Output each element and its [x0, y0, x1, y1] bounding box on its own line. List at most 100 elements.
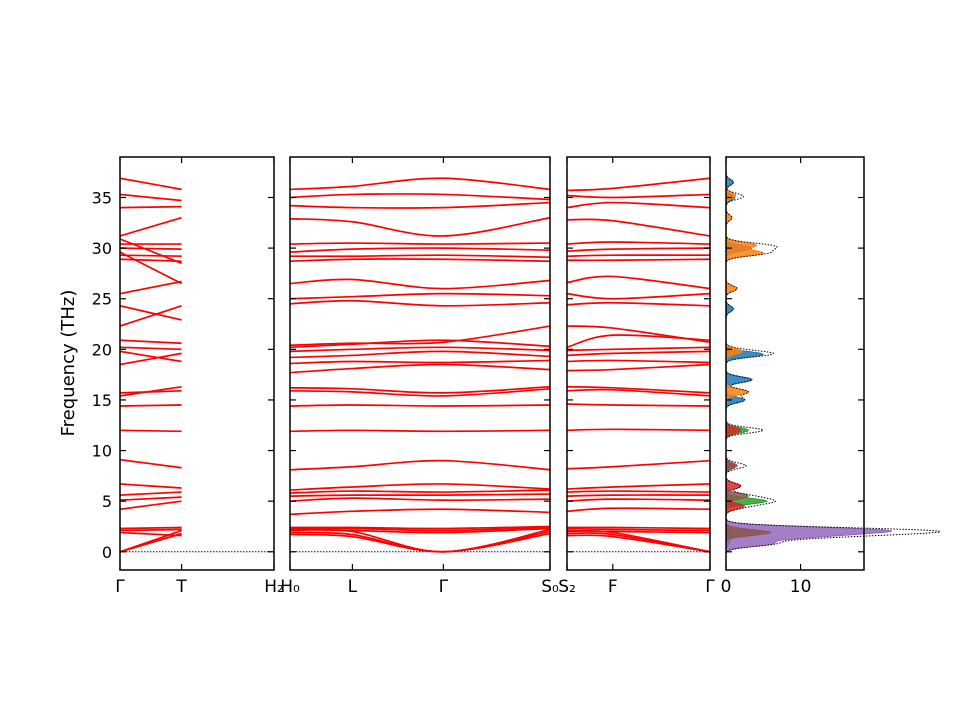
band-9 — [119, 491, 182, 496]
band-20 — [289, 346, 551, 353]
band-17 — [289, 363, 551, 374]
band-4 — [566, 529, 711, 534]
band-8 — [119, 496, 182, 501]
band-31 — [119, 193, 182, 202]
band-19 — [566, 350, 711, 357]
band-32 — [566, 193, 711, 199]
band-18 — [289, 359, 551, 365]
band-9 — [566, 494, 711, 497]
band-6 — [566, 526, 711, 530]
band-13 — [119, 404, 182, 407]
band-18 — [566, 359, 711, 364]
band-19 — [289, 350, 551, 359]
band-26 — [566, 258, 711, 262]
band-17 — [566, 363, 711, 372]
band-11 — [289, 483, 551, 491]
band-16 — [289, 385, 551, 394]
panel-h0-l-gamma-s0: H₀ L Γ S₀ — [280, 156, 559, 597]
band-15 — [289, 387, 551, 397]
band-8 — [566, 498, 711, 503]
band-14 — [566, 403, 711, 407]
panel-s2-f-gamma: S₂ F Γ — [558, 156, 715, 597]
x-tick-label: F — [608, 577, 618, 597]
band-22 — [289, 325, 551, 347]
dos-x-tick-label: 10 — [790, 577, 812, 597]
band-26 — [289, 258, 551, 263]
panel-dos: 0 10 — [721, 156, 942, 597]
band-14 — [289, 404, 551, 407]
band-30 — [289, 216, 551, 237]
x-tick-label: H₂ — [264, 577, 284, 597]
y-axis-label: Frequency (THz) — [58, 290, 79, 437]
band-3 — [119, 529, 182, 553]
band-20 — [119, 304, 182, 327]
band-28 — [289, 247, 551, 253]
band-12 — [566, 459, 711, 470]
band-12 — [119, 429, 182, 433]
panel-gamma-t-h2-frame — [119, 156, 275, 571]
band-23 — [289, 299, 551, 307]
band-5 — [566, 527, 711, 532]
band-13 — [289, 429, 551, 433]
band-21 — [119, 304, 182, 321]
band-23 — [566, 301, 711, 307]
band-33 — [566, 177, 711, 192]
band-19 — [119, 339, 182, 345]
band-16 — [566, 385, 711, 394]
x-tick-label: Γ — [439, 577, 449, 597]
band-29 — [119, 216, 182, 237]
band-5 — [119, 528, 182, 532]
x-tick-label: S₂ — [558, 577, 576, 597]
dos-x-tick-label: 0 — [721, 577, 732, 597]
x-tick-label: H₀ — [280, 577, 300, 597]
y-tick-label: 10 — [92, 442, 112, 461]
band-24 — [289, 292, 551, 300]
band-6 — [289, 525, 551, 530]
band-7 — [566, 507, 711, 513]
band-4 — [119, 531, 182, 537]
band-24 — [119, 254, 182, 258]
x-tick-label: Γ — [115, 577, 125, 597]
band-4 — [289, 527, 551, 534]
band-17 — [119, 350, 182, 363]
band-7 — [289, 508, 551, 516]
band-25 — [289, 278, 551, 290]
y-tick-label: 20 — [92, 340, 112, 359]
panel-dos-frame — [725, 156, 865, 571]
band-10 — [289, 489, 551, 494]
band-5 — [289, 526, 551, 532]
band-8 — [289, 497, 551, 503]
band-31 — [566, 201, 711, 209]
band-25 — [119, 251, 182, 285]
band-21 — [289, 339, 551, 349]
x-tick-label: S₀ — [541, 577, 559, 597]
band-25 — [566, 275, 711, 290]
band-13 — [566, 428, 711, 432]
band-26 — [119, 247, 182, 250]
band-16 — [119, 352, 182, 366]
band-27 — [289, 254, 551, 259]
x-tick-label: Γ — [705, 577, 715, 597]
band-29 — [566, 241, 711, 245]
y-tick-label: 0 — [102, 543, 112, 562]
band-18 — [119, 346, 182, 351]
band-20 — [566, 346, 711, 352]
y-tick-label: 25 — [92, 290, 112, 309]
band-32 — [119, 177, 182, 191]
band-32 — [289, 193, 551, 201]
band-21 — [566, 334, 711, 349]
band-6 — [119, 526, 182, 530]
band-27 — [566, 254, 711, 258]
dos-projected-5 — [725, 157, 893, 570]
band-15 — [566, 388, 711, 397]
band-7 — [119, 500, 182, 511]
band-15 — [119, 389, 182, 394]
panel-gamma-t-h2: 0 5 10 15 20 25 30 35 Γ T H₂ — [92, 156, 284, 597]
band-30 — [119, 205, 182, 209]
y-tick-label: 5 — [102, 492, 112, 511]
band-11 — [566, 483, 711, 490]
y-tick-label: 35 — [92, 188, 112, 207]
band-10 — [566, 490, 711, 493]
